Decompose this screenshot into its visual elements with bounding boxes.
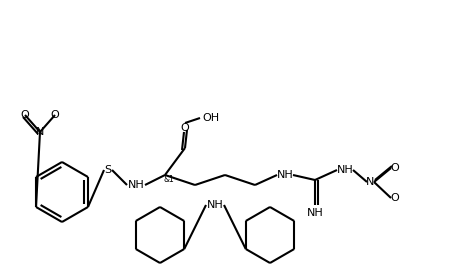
Text: NH: NH [276, 170, 293, 180]
Text: O: O [181, 123, 190, 133]
Text: NH: NH [127, 180, 144, 190]
Text: O: O [21, 110, 29, 120]
Text: NH: NH [337, 165, 354, 175]
Text: OH: OH [202, 113, 219, 123]
Text: &1: &1 [163, 175, 174, 185]
Text: O: O [50, 110, 59, 120]
Text: NH: NH [307, 208, 323, 218]
Text: O: O [390, 163, 399, 173]
Text: NH: NH [206, 200, 223, 210]
Text: N: N [366, 177, 374, 187]
Text: S: S [105, 165, 112, 175]
Text: O: O [390, 193, 399, 203]
Text: N: N [36, 127, 44, 137]
